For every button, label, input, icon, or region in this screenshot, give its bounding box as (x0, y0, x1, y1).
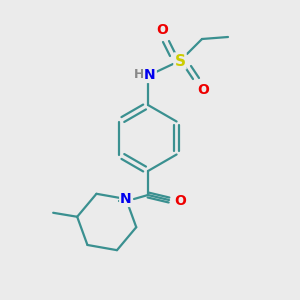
Text: N: N (120, 192, 132, 206)
Text: N: N (144, 68, 156, 82)
Text: S: S (175, 53, 185, 68)
Text: O: O (197, 83, 209, 97)
Text: O: O (174, 194, 186, 208)
Text: O: O (156, 23, 168, 37)
Text: H: H (134, 68, 144, 82)
